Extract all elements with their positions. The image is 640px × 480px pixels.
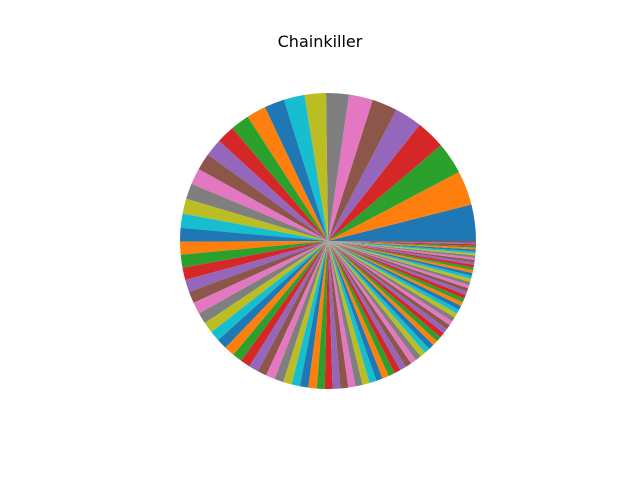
pie-slice (328, 241, 426, 357)
pie-slice (180, 227, 328, 242)
pie-slice (328, 241, 466, 299)
pie-slice (328, 241, 475, 265)
pie-slice (328, 241, 441, 342)
pie-slice (328, 241, 349, 389)
pie-slice (328, 241, 468, 296)
pie-slice (328, 241, 470, 289)
pie-slice (328, 241, 475, 263)
pie-slice (328, 241, 471, 286)
pie-slice (328, 241, 476, 246)
pie-slice (328, 241, 434, 349)
pie-slice (328, 241, 460, 314)
pie-slice (328, 171, 472, 241)
pie-slice (328, 241, 389, 379)
pie-slice (180, 241, 328, 255)
pie-slice (328, 94, 373, 241)
pie-slice (326, 93, 350, 241)
pie-slice (328, 241, 476, 261)
pie-slice (189, 241, 328, 303)
pie-slice (233, 241, 328, 361)
pie-slice (328, 241, 472, 279)
pie-slice (328, 241, 444, 338)
pie-slice (180, 241, 328, 268)
pie-slice (328, 241, 447, 334)
pie-slice (328, 241, 453, 326)
pie-slice (328, 241, 462, 310)
pie-slice (328, 241, 450, 330)
pie-slice (225, 241, 328, 355)
pie-slice (198, 241, 328, 324)
chart-title: Chainkiller (277, 32, 363, 51)
pie-slice (299, 241, 328, 388)
pie-slice (191, 169, 328, 241)
pie-slice (218, 241, 328, 348)
pie-slice (328, 241, 383, 381)
pie-slice (180, 213, 328, 241)
pie-slice (328, 241, 474, 271)
pie-slice (328, 241, 463, 306)
pie-slice (328, 241, 412, 367)
pie-slice (328, 241, 416, 364)
pie-slice (186, 183, 328, 241)
pie-slice (283, 241, 328, 385)
pie-slice (328, 124, 441, 241)
pie-slice (211, 241, 328, 341)
pie-slice (185, 241, 328, 292)
pie-slice (308, 241, 328, 389)
pie-slice (328, 241, 474, 274)
pie-slice (328, 241, 377, 384)
pie-slice (193, 241, 328, 314)
pie-slice (328, 241, 465, 303)
pie-slice (198, 154, 328, 241)
pie-slice (328, 241, 476, 252)
pie-slice (328, 241, 469, 292)
pie-slice (291, 241, 328, 387)
pie-slice (249, 241, 328, 372)
pie-slice (328, 241, 401, 374)
pie-slice (328, 241, 475, 268)
pie-slice (283, 94, 328, 241)
pie-slice (232, 116, 328, 241)
pie-slice (328, 241, 458, 318)
pie-slice (257, 241, 328, 376)
pie-slice (274, 241, 328, 383)
pie-slice (182, 241, 328, 281)
pie-slice (328, 241, 437, 345)
pie-slice (328, 241, 455, 322)
pie-slice (328, 241, 476, 254)
pie-slice (266, 241, 328, 380)
pie-slice (328, 145, 459, 241)
pie-slice (247, 107, 328, 241)
pie-slice (328, 241, 472, 282)
pie-slice (182, 198, 328, 241)
pie-slice (328, 204, 476, 241)
pie-slice (328, 241, 421, 361)
pie-slice (241, 241, 328, 367)
pie-slice (328, 241, 395, 376)
pie-slice (328, 241, 430, 353)
pie-slice (219, 128, 328, 241)
pie-slice (328, 241, 476, 245)
pie-slice (328, 241, 476, 258)
pie-slice (324, 241, 333, 389)
pie-slice (328, 241, 476, 250)
pie-slice (328, 241, 341, 389)
pie-slice (328, 241, 406, 371)
pie-slice (304, 93, 328, 241)
pie-slice (204, 241, 328, 333)
pie-slice (328, 241, 356, 388)
pie-slice (328, 109, 420, 242)
pie-slice (328, 241, 476, 256)
pie-slice (328, 241, 370, 385)
pie-slice (264, 99, 328, 241)
pie-slice (328, 241, 363, 387)
pie-slice (328, 241, 476, 248)
pie-slice (328, 99, 397, 241)
pie-slice (316, 241, 328, 389)
pie-slice (207, 140, 328, 241)
pie-slice (328, 241, 476, 243)
pie-slice (328, 241, 473, 276)
